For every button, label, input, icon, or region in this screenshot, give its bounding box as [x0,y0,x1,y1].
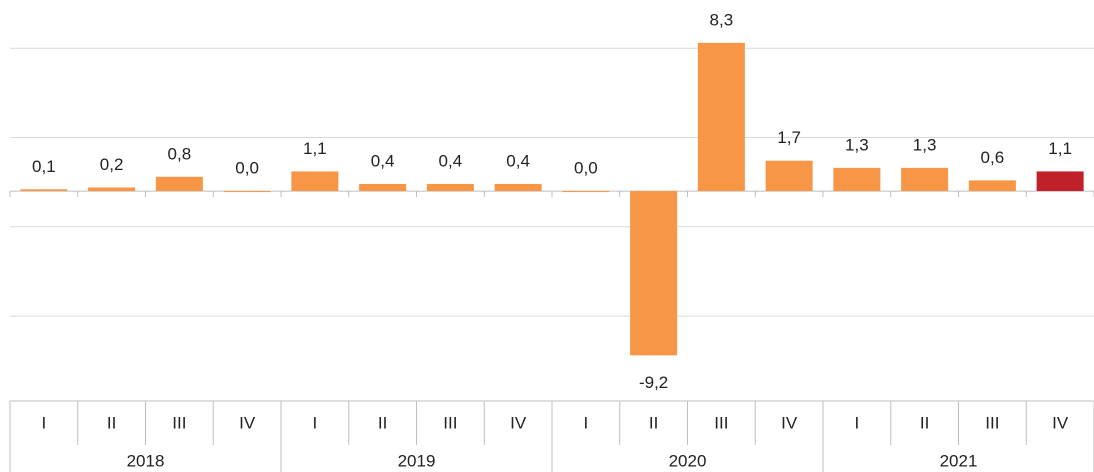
bar [697,42,745,192]
x-tick-label: II [107,413,116,432]
x-tick-label: II [920,413,929,432]
value-label: 0,6 [981,148,1005,167]
value-label: 8,3 [710,10,734,29]
value-label: 1,1 [303,139,327,158]
x-tick-label: III [714,413,728,432]
value-label: 1,7 [777,128,801,147]
bar [291,171,339,192]
value-label: 0,4 [439,151,463,170]
x-tick-label: III [443,413,457,432]
value-label: 0,4 [506,151,530,170]
bar [765,160,813,192]
bar [494,183,542,192]
bar [223,191,271,193]
bar [833,167,881,192]
value-label: 1,3 [913,135,937,154]
bar [562,191,610,193]
bar [968,180,1016,192]
x-tick-label: IV [239,413,256,432]
bar [155,176,203,192]
value-label: 0,8 [168,144,192,163]
value-label: 0,2 [100,155,124,174]
bar [426,183,474,192]
bar [1036,171,1084,192]
x-tick-label: III [985,413,999,432]
bar [88,187,136,192]
x-tick-label: III [172,413,186,432]
value-label: 0,4 [371,151,395,170]
x-tick-label: I [42,413,47,432]
x-tick-label: IV [510,413,527,432]
value-label: 0,1 [32,157,56,176]
x-tick-label: II [378,413,387,432]
value-label: 1,1 [1048,139,1072,158]
x-tick-label: IV [1052,413,1069,432]
value-label: 0,0 [235,159,259,178]
year-label: 2019 [398,451,436,470]
bar [20,189,68,192]
x-tick-label: II [649,413,658,432]
value-label: -9,2 [639,373,668,392]
value-label: 1,3 [845,135,869,154]
x-tick-label: I [584,413,589,432]
year-label: 2021 [940,451,978,470]
bar [359,183,407,192]
year-label: 2018 [127,451,165,470]
x-tick-label: IV [781,413,798,432]
value-label: 0,0 [574,159,598,178]
year-label: 2020 [669,451,707,470]
bar [630,191,678,356]
x-tick-label: I [855,413,860,432]
bar [901,167,949,192]
x-tick-label: I [313,413,318,432]
